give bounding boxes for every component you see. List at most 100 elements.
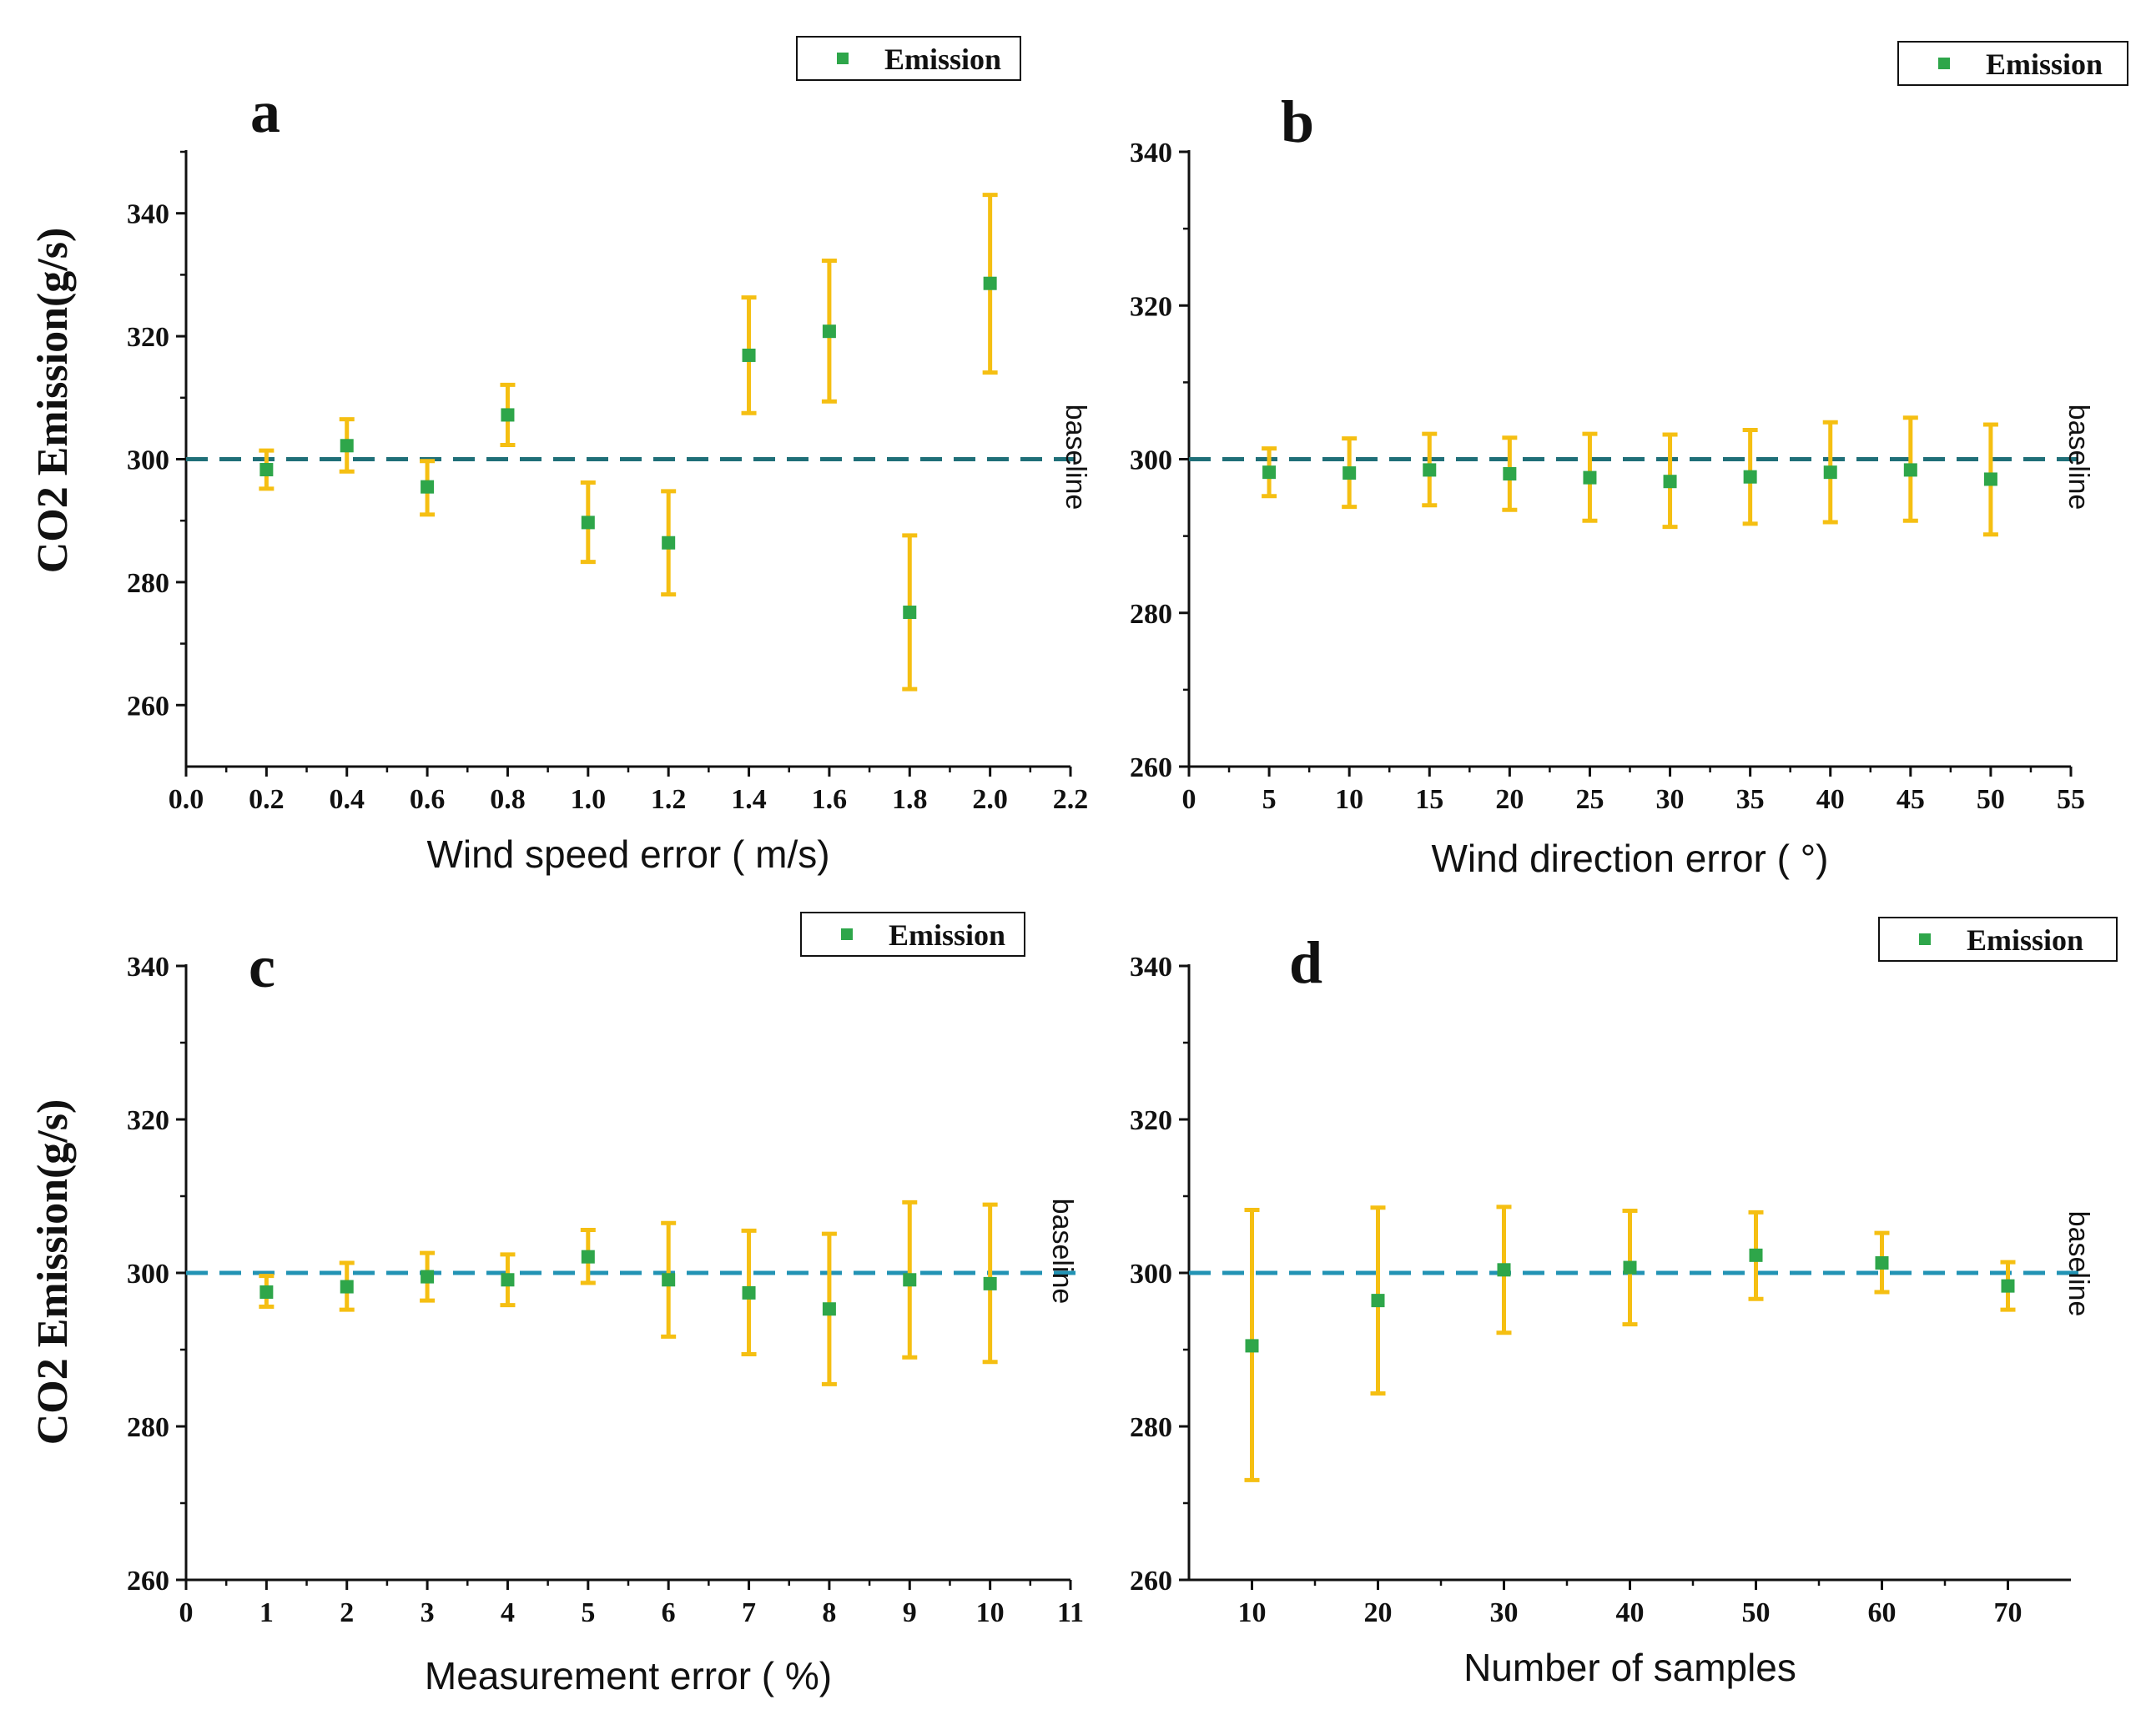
chart-panel-b: 260 280 300 320 340 0 5 10 15 20 25 30 35 40 45 50 55 bas…	[1130, 41, 2128, 880]
data-point	[421, 480, 435, 494]
y-tick-label: 340	[127, 199, 169, 230]
x-tick-label: 10	[1335, 784, 1363, 815]
x-axis-label: Measurement error ( %)	[425, 1654, 832, 1697]
data-point	[1503, 467, 1517, 481]
y-tick-label: 280	[127, 1412, 169, 1443]
data-point	[1423, 463, 1437, 477]
data-point	[742, 1285, 756, 1300]
y-tick-label: 300	[1130, 445, 1172, 476]
x-tick-label: 0.4	[329, 784, 365, 815]
data-point	[259, 1285, 274, 1299]
data-point	[1983, 472, 1997, 486]
y-tick-label: 300	[127, 445, 169, 476]
x-tick-label: 0	[179, 1597, 194, 1628]
x-tick-label: 4	[501, 1597, 515, 1628]
x-tick-label: 15	[1415, 784, 1443, 815]
x-tick-label: 2.0	[972, 784, 1008, 815]
data-point	[1823, 465, 1837, 480]
legend: Emission	[1878, 917, 2118, 962]
x-tick-label: 50	[1742, 1597, 1771, 1628]
y-tick-label: 280	[1130, 1412, 1172, 1443]
legend-marker	[1938, 58, 1950, 69]
y-axis-label: CO2 Emission(g/s)	[29, 228, 77, 574]
legend-box	[1878, 917, 2118, 962]
x-tick-label: 20	[1495, 784, 1524, 815]
legend-marker	[1919, 933, 1931, 945]
x-tick-label: 5	[581, 1597, 595, 1628]
baseline-label: baseline	[2063, 1211, 2094, 1317]
panel-label: b	[1281, 88, 1314, 155]
legend-label: Emission	[884, 43, 1001, 76]
y-tick-label: 340	[1130, 952, 1172, 983]
data-point	[822, 1302, 836, 1316]
data-point	[742, 348, 756, 362]
x-tick-label: 3	[421, 1597, 435, 1628]
data-point	[1245, 1339, 1259, 1353]
data-point	[501, 1273, 515, 1287]
data-point	[822, 324, 836, 339]
chart-panel-d: 260 280 300 320 340 10 20 30 40 50 60 70 baseline Emi…	[1130, 917, 2118, 1689]
x-tick-label: 10	[1238, 1597, 1267, 1628]
y-tick-label: 300	[1130, 1259, 1172, 1290]
data-point	[1497, 1263, 1511, 1277]
x-tick-label: 1.4	[731, 784, 767, 815]
x-tick-label: 1.8	[892, 784, 928, 815]
x-axis-label: Wind speed error ( m/s)	[426, 832, 829, 876]
data-point	[2001, 1279, 2015, 1293]
x-tick-label: 40	[1816, 784, 1845, 815]
legend-label: Emission	[889, 918, 1005, 952]
data-point	[903, 1273, 917, 1287]
data-point	[1903, 463, 1917, 477]
y-tick-label: 260	[1130, 1566, 1172, 1597]
x-tick-label: 2.2	[1053, 784, 1089, 815]
x-tick-label: 1	[259, 1597, 274, 1628]
chart-panel-a: 260 280 300 320 340 0.0 0.2 0.4 0.6 0.8 1.0 1.2 1.4 1…	[29, 36, 1091, 876]
y-tick-label: 260	[127, 691, 169, 722]
y-tick-label: 320	[127, 1105, 169, 1136]
x-tick-label: 0.8	[490, 784, 526, 815]
y-tick-label: 260	[1130, 752, 1172, 783]
data-point	[662, 1273, 676, 1287]
x-tick-label: 45	[1897, 784, 1925, 815]
data-point	[903, 606, 917, 620]
x-tick-label: 35	[1736, 784, 1765, 815]
data-point	[259, 463, 274, 477]
y-tick-label: 280	[1130, 599, 1172, 630]
chart-panel-c: 260 280 300 320 340 0 1 2 3 4 5 6 7 8 9 10 11 baseline Emi…	[29, 912, 1084, 1697]
x-tick-label: 60	[1868, 1597, 1897, 1628]
x-tick-label: 1.2	[651, 784, 687, 815]
x-tick-label: 7	[742, 1597, 756, 1628]
data-point	[501, 408, 515, 422]
x-tick-label: 9	[903, 1597, 917, 1628]
data-point	[581, 516, 595, 530]
data-point	[1743, 470, 1757, 484]
data-point	[581, 1250, 595, 1264]
x-tick-label: 0.0	[169, 784, 204, 815]
x-tick-label: 70	[1994, 1597, 2023, 1628]
legend-label: Emission	[1967, 923, 2083, 957]
legend: Emission	[800, 912, 1025, 957]
y-tick-label: 340	[1130, 138, 1172, 168]
y-axis-label: CO2 Emission(g/s)	[29, 1099, 77, 1446]
y-tick-label: 320	[127, 322, 169, 353]
x-tick-label: 6	[662, 1597, 676, 1628]
x-tick-label: 30	[1656, 784, 1685, 815]
data-point	[1342, 466, 1357, 480]
x-tick-label: 50	[1977, 784, 2005, 815]
x-axis-label: Wind direction error ( °)	[1432, 837, 1829, 880]
legend: Emission	[1897, 41, 2128, 86]
x-tick-label: 11	[1057, 1597, 1084, 1628]
x-tick-label: 5	[1262, 784, 1277, 815]
x-tick-label: 25	[1575, 784, 1604, 815]
panel-label: a	[250, 78, 280, 145]
x-tick-label: 1.6	[812, 784, 848, 815]
data-point	[340, 439, 354, 453]
legend-marker	[841, 928, 853, 940]
y-tick-label: 300	[127, 1259, 169, 1290]
baseline-label: baseline	[1046, 1199, 1078, 1305]
x-tick-label: 2	[340, 1597, 354, 1628]
x-tick-label: 30	[1490, 1597, 1519, 1628]
y-tick-label: 320	[1130, 291, 1172, 322]
y-tick-label: 320	[1130, 1105, 1172, 1136]
